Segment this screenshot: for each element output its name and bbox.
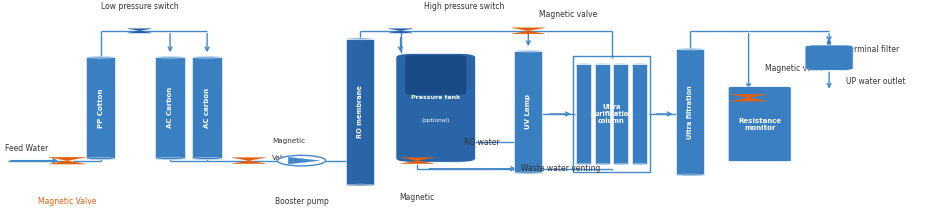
Ellipse shape <box>514 172 542 174</box>
Text: Magnetic: Magnetic <box>400 193 435 202</box>
Text: AC carbon: AC carbon <box>204 88 210 128</box>
Ellipse shape <box>595 164 610 165</box>
Text: Valve: Valve <box>272 155 291 161</box>
Polygon shape <box>232 161 265 164</box>
Polygon shape <box>128 29 152 31</box>
Text: RO water: RO water <box>464 138 499 147</box>
Text: PP Cotton: PP Cotton <box>97 88 104 127</box>
FancyBboxPatch shape <box>405 55 466 95</box>
Polygon shape <box>400 158 434 161</box>
FancyBboxPatch shape <box>514 51 542 173</box>
FancyBboxPatch shape <box>396 54 476 162</box>
Text: AC Carbon: AC Carbon <box>167 87 173 129</box>
Circle shape <box>277 155 325 166</box>
Text: Low pressure switch: Low pressure switch <box>101 1 178 11</box>
Ellipse shape <box>192 158 222 160</box>
Ellipse shape <box>677 174 705 176</box>
Text: Ultra filtration: Ultra filtration <box>687 85 693 139</box>
FancyBboxPatch shape <box>577 64 591 164</box>
Ellipse shape <box>614 63 629 64</box>
Ellipse shape <box>346 38 374 40</box>
FancyBboxPatch shape <box>595 64 610 164</box>
Polygon shape <box>388 31 413 33</box>
FancyBboxPatch shape <box>677 49 705 175</box>
Text: Terminal filter: Terminal filter <box>845 45 899 54</box>
Ellipse shape <box>192 56 222 58</box>
Ellipse shape <box>86 56 116 58</box>
Ellipse shape <box>677 48 705 50</box>
Polygon shape <box>400 161 434 164</box>
Text: Ultra
purification
column: Ultra purification column <box>590 104 633 124</box>
Polygon shape <box>730 98 768 101</box>
Ellipse shape <box>514 50 542 52</box>
Text: Magnetic: Magnetic <box>272 138 305 144</box>
FancyBboxPatch shape <box>729 87 791 162</box>
Ellipse shape <box>632 164 647 165</box>
Ellipse shape <box>577 164 591 165</box>
Ellipse shape <box>632 63 647 64</box>
Polygon shape <box>730 94 768 98</box>
Ellipse shape <box>155 56 184 58</box>
Polygon shape <box>128 31 152 33</box>
Polygon shape <box>49 161 86 164</box>
Text: High pressure switch: High pressure switch <box>424 1 504 11</box>
Ellipse shape <box>86 158 116 160</box>
Ellipse shape <box>595 63 610 64</box>
Text: (optional): (optional) <box>422 118 450 123</box>
Polygon shape <box>512 31 545 34</box>
Text: RO membrane: RO membrane <box>357 85 362 138</box>
FancyBboxPatch shape <box>155 57 184 159</box>
Ellipse shape <box>614 164 629 165</box>
Ellipse shape <box>346 184 374 186</box>
FancyBboxPatch shape <box>805 45 853 70</box>
FancyBboxPatch shape <box>632 64 647 164</box>
Text: Magnetic valve: Magnetic valve <box>540 10 598 19</box>
Polygon shape <box>232 158 265 161</box>
Polygon shape <box>288 157 320 164</box>
Polygon shape <box>512 28 545 31</box>
Text: Waste water venting: Waste water venting <box>521 164 601 173</box>
Polygon shape <box>49 157 86 161</box>
Text: Feed Water: Feed Water <box>6 143 48 152</box>
FancyBboxPatch shape <box>614 64 629 164</box>
Polygon shape <box>388 29 413 31</box>
Text: Resistance
monitor: Resistance monitor <box>738 118 781 131</box>
Ellipse shape <box>155 158 184 160</box>
Text: Booster pump: Booster pump <box>274 197 328 206</box>
Text: UP water outlet: UP water outlet <box>845 77 906 86</box>
Text: Magnetic Valve: Magnetic Valve <box>38 197 96 206</box>
FancyBboxPatch shape <box>346 39 374 185</box>
FancyBboxPatch shape <box>86 57 116 159</box>
Ellipse shape <box>577 63 591 64</box>
Text: Magnetic valve: Magnetic valve <box>766 64 823 74</box>
Text: UV Lamp: UV Lamp <box>526 94 531 129</box>
FancyBboxPatch shape <box>192 57 222 159</box>
Text: Pressure tank: Pressure tank <box>411 95 461 100</box>
